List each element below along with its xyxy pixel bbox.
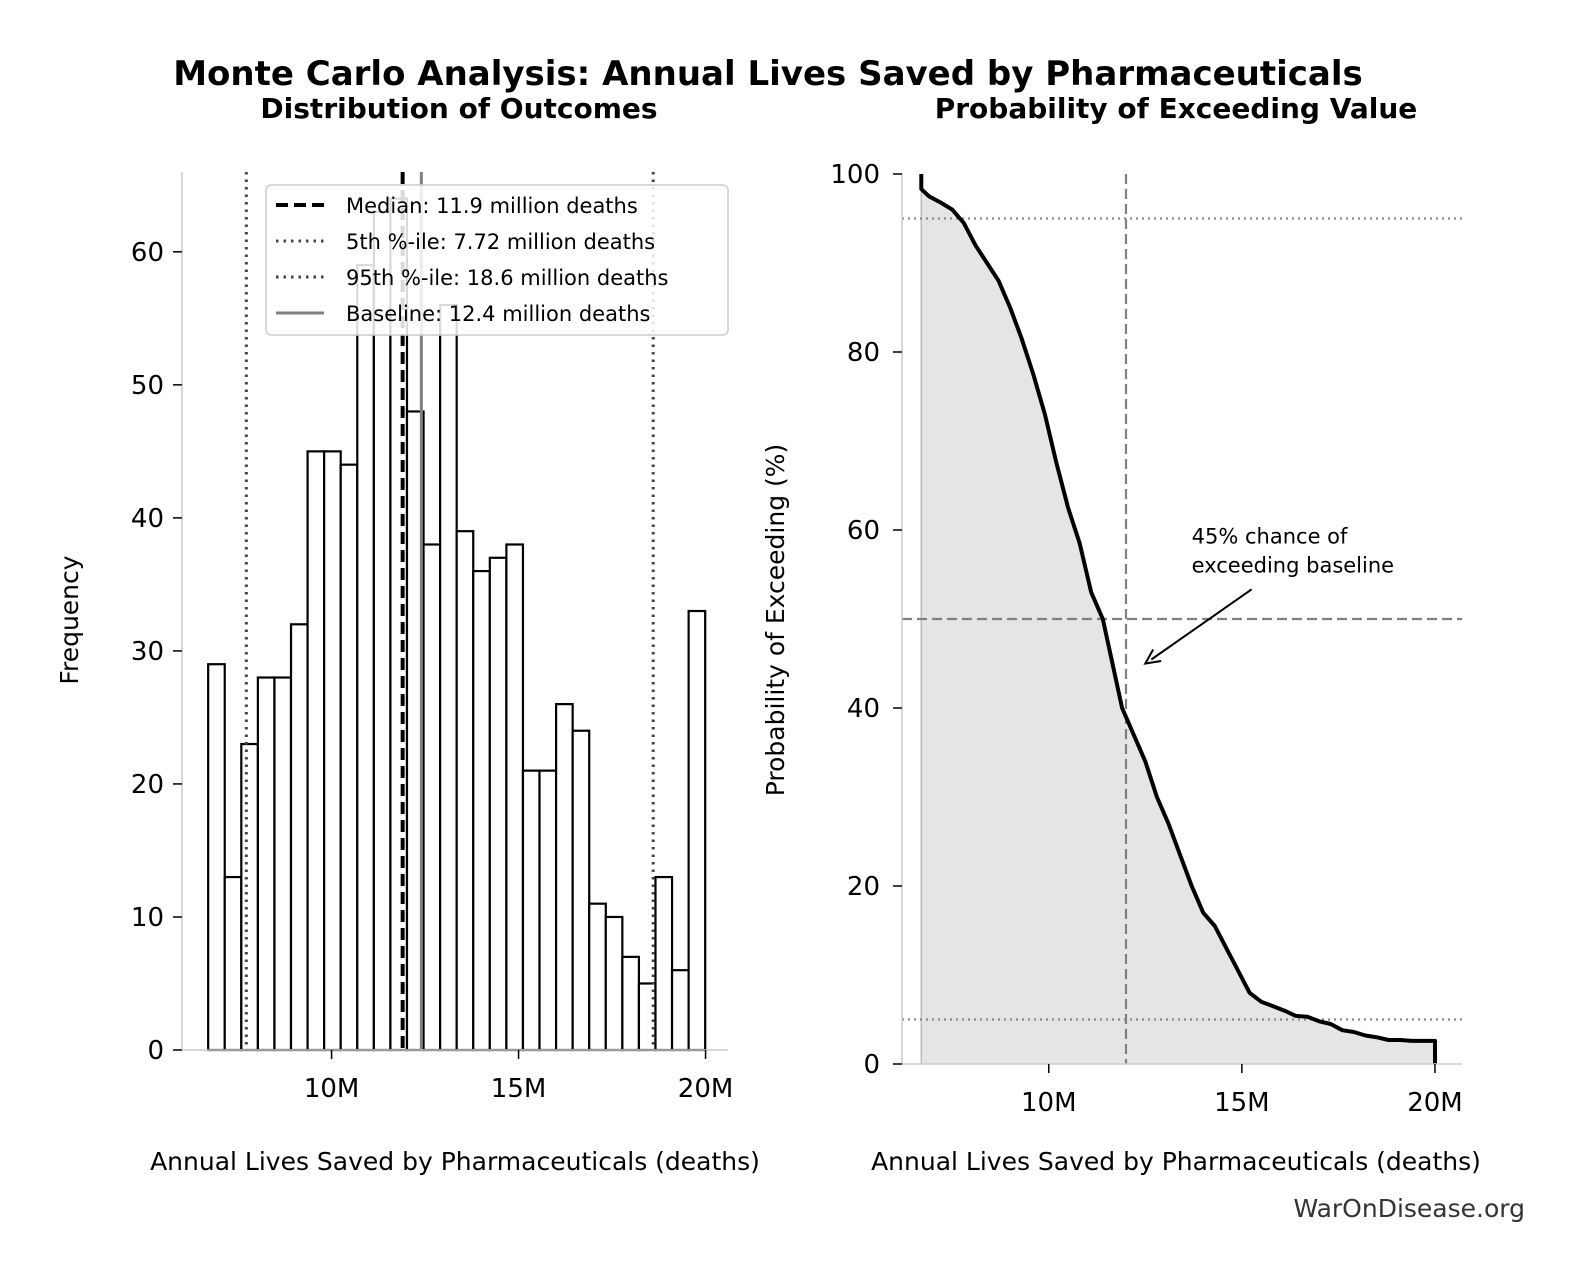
histogram-bar-6 <box>306 450 326 1052</box>
histogram-bar-7 <box>323 450 342 1052</box>
histogram-bar-19 <box>521 769 541 1052</box>
histogram-bar-10 <box>372 210 392 1052</box>
exceedance-annotation: 45% chance of exceeding baseline <box>1143 524 1394 665</box>
histogram-bar-14 <box>439 303 458 1052</box>
histogram-ytick-label-10: 10 <box>131 903 164 933</box>
histogram-legend-box <box>265 184 729 336</box>
histogram-bar-23 <box>588 902 607 1052</box>
histogram-x-label: Annual Lives Saved by Pharmaceuticals (d… <box>150 1147 760 1176</box>
histogram-legend-label-3: Baseline: 12.4 million deaths <box>346 302 650 326</box>
figure-title: Monte Carlo Analysis: Annual Lives Saved… <box>173 54 1363 94</box>
histogram-bar-26 <box>637 982 657 1052</box>
histogram-bar-15 <box>455 530 475 1052</box>
histogram-ytick-label-0: 0 <box>147 1036 164 1066</box>
histogram-legend: Median: 11.9 million deaths 5th %-ile: 7.… <box>265 184 729 336</box>
histogram-legend-label-1: 5th %-ile: 7.72 million deaths <box>346 230 655 254</box>
histogram-bar-2 <box>240 742 259 1052</box>
histogram-bar-21 <box>554 703 574 1052</box>
histogram-bar-17 <box>488 556 508 1052</box>
histogram-xtick-label-15: 15M <box>491 1074 547 1104</box>
exceedance-y-label: Probability of Exceeding (%) <box>761 444 790 797</box>
histogram-bar-20 <box>538 769 558 1052</box>
histogram-bar-22 <box>571 729 591 1052</box>
histogram-bars <box>207 197 707 1052</box>
histogram-legend-label-2: 95th %-ile: 18.6 million deaths <box>346 266 668 290</box>
histogram-bar-13 <box>422 543 442 1052</box>
histogram-ytick-label-20: 20 <box>131 770 164 800</box>
histogram-bar-8 <box>339 463 359 1052</box>
exceedance-title: Probability of Exceeding Value <box>935 92 1418 125</box>
exceedance-ytick-label-60: 60 <box>847 516 880 546</box>
exceedance-area <box>921 174 1435 1064</box>
exceedance-ytick-label-20: 20 <box>847 872 880 902</box>
histogram-bar-18 <box>505 543 525 1052</box>
exceedance-curve <box>919 174 1437 1064</box>
exceedance-annotation-line-0: 45% chance of <box>1192 524 1348 548</box>
exceedance-x-label: Annual Lives Saved by Pharmaceuticals (d… <box>871 1147 1481 1176</box>
exceedance-annotation-line-1: exceeding baseline <box>1192 553 1394 577</box>
exceedance-ytick-label-0: 0 <box>863 1050 880 1080</box>
histogram-ytick-label-60: 60 <box>131 238 164 268</box>
exceedance-xtick-label-15: 15M <box>1214 1088 1270 1118</box>
histogram-xtick-label-10: 10M <box>304 1074 360 1104</box>
histogram-bar-16 <box>472 569 491 1052</box>
histogram-bar-5 <box>289 623 309 1052</box>
exceedance-ytick-label-80: 80 <box>847 338 880 368</box>
histogram-legend-label-0: Median: 11.9 million deaths <box>346 194 638 218</box>
exceedance-xtick-label-20: 20M <box>1407 1088 1463 1118</box>
histogram-title: Distribution of Outcomes <box>260 92 657 125</box>
histogram-bar-4 <box>273 676 293 1052</box>
histogram-ytick-label-30: 30 <box>131 637 164 667</box>
histogram-bar-25 <box>621 955 641 1052</box>
histogram-bar-27 <box>654 875 674 1052</box>
exceedance-reference-lines <box>902 174 1462 1064</box>
exceedance-annotation-arrow-head <box>1143 649 1162 665</box>
histogram-ytick-label-40: 40 <box>131 504 164 534</box>
exceedance-annotation-arrow-shaft <box>1150 588 1253 661</box>
histogram-bar-9 <box>356 264 375 1052</box>
histogram-bar-24 <box>604 915 624 1052</box>
histogram-bar-3 <box>256 676 276 1052</box>
histogram-bar-28 <box>670 969 690 1052</box>
histogram-panel: Distribution of Outcomes 0 10 20 30 40 50 60 10… <box>55 92 760 1176</box>
exceedance-ytick-label-40: 40 <box>847 694 880 724</box>
exceedance-xtick-label-10: 10M <box>1021 1088 1077 1118</box>
exceedance-ytick-label-100: 100 <box>830 160 880 190</box>
exceedance-curve-group <box>919 174 1437 1064</box>
histogram-ytick-label-50: 50 <box>131 371 164 401</box>
exceedance-panel: Probability of Exceeding Value 0 20 40 60 80… <box>761 92 1481 1176</box>
histogram-bar-1 <box>223 875 243 1052</box>
histogram-axes: 0 10 20 30 40 50 60 10M 15M 20M <box>131 172 733 1104</box>
exceedance-axes: 0 20 40 60 80 100 10M 15M 20M <box>830 160 1462 1118</box>
histogram-xtick-label-20: 20M <box>678 1074 734 1104</box>
histogram-bar-29 <box>687 609 707 1052</box>
histogram-bar-0 <box>207 663 226 1052</box>
histogram-y-label: Frequency <box>55 555 84 684</box>
watermark: WarOnDisease.org <box>1293 1194 1525 1223</box>
